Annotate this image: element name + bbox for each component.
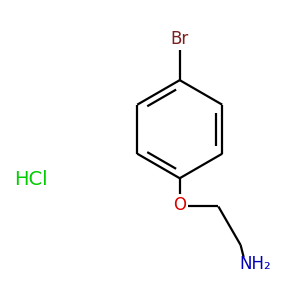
Text: NH₂: NH₂: [240, 255, 272, 273]
Text: HCl: HCl: [14, 170, 48, 189]
Text: Br: Br: [171, 29, 189, 47]
Text: O: O: [173, 196, 186, 214]
